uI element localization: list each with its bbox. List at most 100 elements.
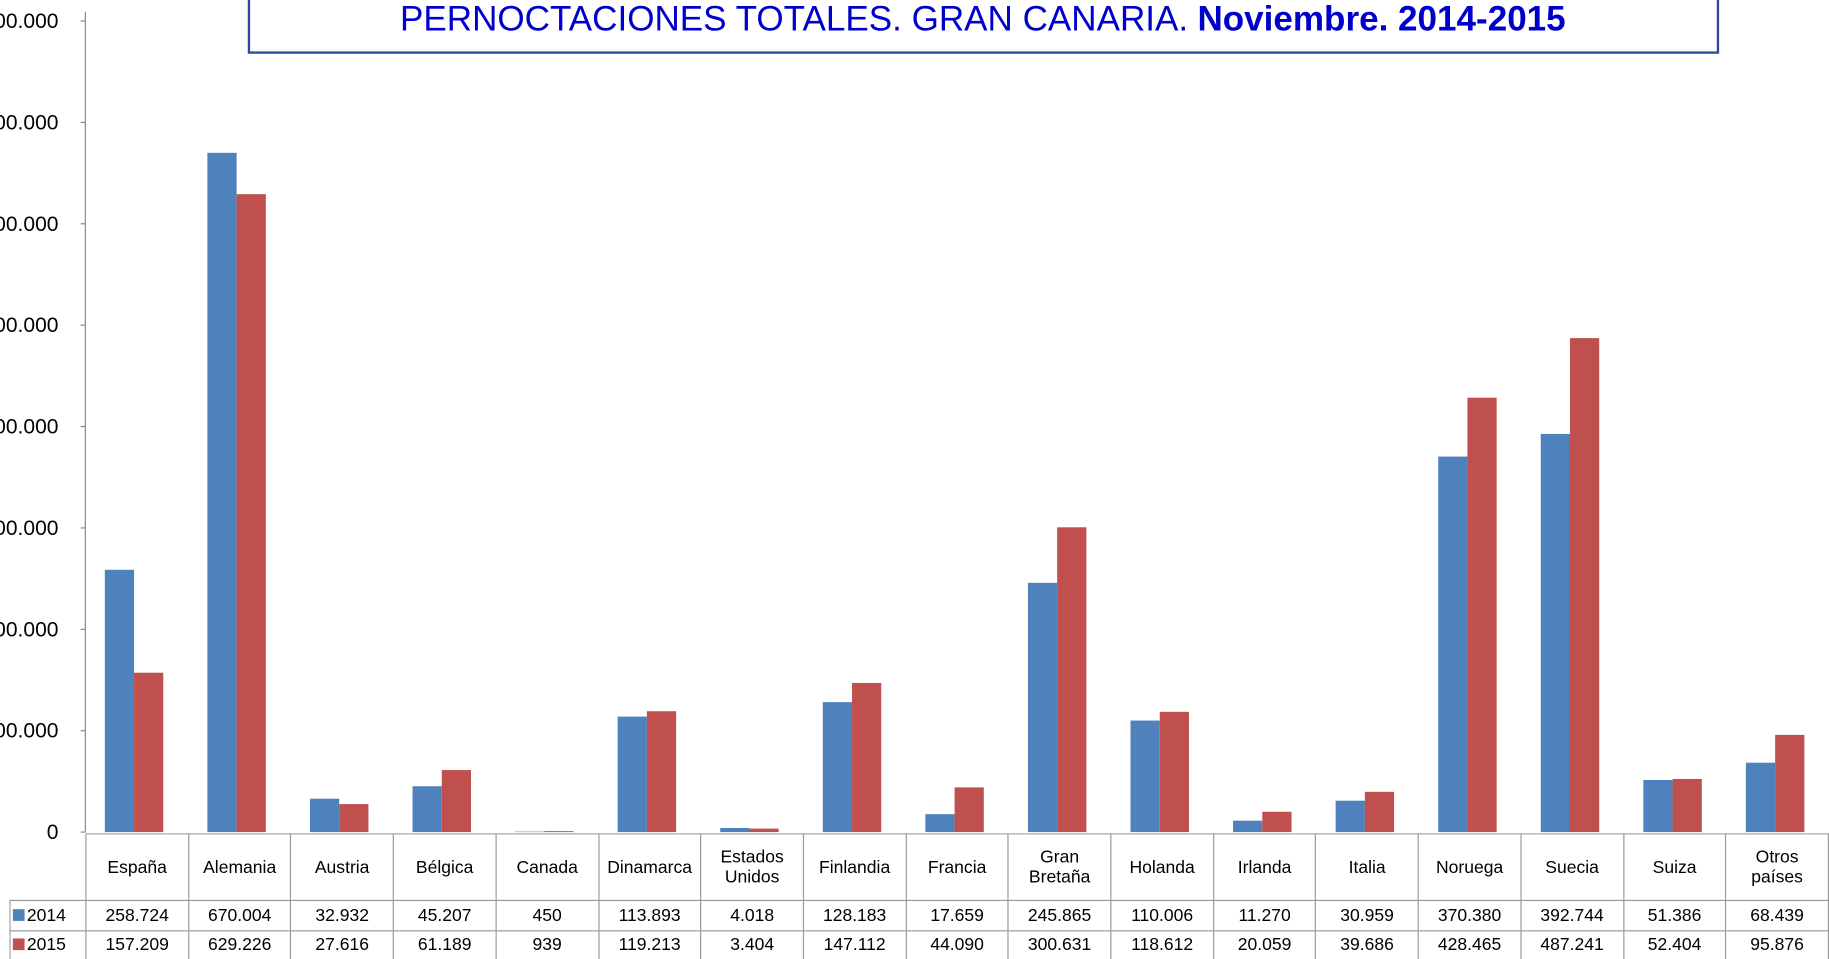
x-tick-label: Holanda	[1110, 833, 1214, 902]
bar	[720, 828, 750, 833]
bar	[1745, 762, 1776, 833]
value-label: 4.018	[700, 899, 804, 931]
value-label: 428.465	[1417, 929, 1522, 959]
value-label: 392.744	[1520, 899, 1624, 931]
y-tick-label: 300.000	[0, 517, 58, 540]
value-label: 245.865	[1007, 899, 1112, 931]
value-label: 30.959	[1315, 899, 1419, 931]
legend-cell: 2014	[9, 899, 87, 931]
value-label: 52.404	[1622, 929, 1727, 959]
x-tick-label: Dinamarca	[597, 833, 702, 902]
bar	[339, 804, 369, 833]
x-tick-label: Bélgica	[392, 833, 497, 902]
bar	[1130, 720, 1160, 833]
series-row: 2014 258.724 670.004 32.932 45.207 450 113.893…	[9, 899, 1829, 931]
value-label: 68.439	[1725, 899, 1829, 931]
x-tick-label: Otros países	[1725, 833, 1829, 902]
value-label: 147.112	[802, 929, 907, 959]
value-label: 118.612	[1110, 929, 1214, 959]
bar	[1335, 800, 1365, 833]
legend-swatch	[12, 908, 25, 921]
x-tick-label: Suecia	[1520, 833, 1624, 902]
bar	[309, 798, 340, 833]
bar	[1159, 711, 1189, 833]
x-tick-label: Irlanda	[1212, 833, 1317, 902]
bar	[1775, 734, 1805, 833]
x-tick-label: Austria	[290, 833, 394, 902]
value-label: 110.006	[1110, 899, 1214, 931]
bar	[822, 702, 853, 833]
bar	[134, 672, 164, 833]
bar	[1569, 338, 1600, 833]
bar	[1438, 456, 1468, 833]
bar	[1540, 433, 1570, 833]
bar	[1643, 779, 1673, 833]
x-tick-label: Suiza	[1622, 833, 1727, 902]
x-tick-label: Italia	[1315, 833, 1419, 902]
value-label: 61.189	[392, 929, 497, 959]
data-table-holder: España Alemania Austria Bélgica Canada Dinama…	[9, 833, 1829, 959]
bar	[1027, 582, 1058, 833]
value-label: 39.686	[1315, 929, 1419, 959]
bar	[646, 711, 677, 833]
value-label: 157.209	[85, 929, 189, 959]
bar	[1233, 820, 1263, 833]
legend-cell: 2015	[9, 929, 87, 959]
value-label: 258.724	[85, 899, 189, 931]
value-label: 32.932	[290, 899, 394, 931]
x-tick-label: Finlandia	[802, 833, 907, 902]
y-tick-label: 0	[47, 821, 59, 844]
bar	[1057, 527, 1087, 833]
title-text: PERNOCTACIONES TOTALES. GRAN CANARIA.	[400, 0, 1188, 38]
x-tick-label: España	[85, 833, 189, 902]
value-label: 51.386	[1622, 899, 1727, 931]
value-label: 119.213	[597, 929, 702, 959]
y-tick-label: 100.000	[0, 720, 58, 743]
value-label: 27.616	[290, 929, 394, 959]
x-tick-label: Canada	[495, 833, 599, 902]
x-tick-label: Gran Bretaña	[1007, 833, 1112, 902]
legend-swatch	[12, 938, 25, 951]
y-tick-label: 400.000	[0, 416, 58, 439]
value-label: 95.876	[1725, 929, 1829, 959]
value-label: 20.059	[1212, 929, 1317, 959]
bar	[207, 152, 237, 833]
x-tick-label: Estados Unidos	[700, 833, 804, 902]
legend-label: 2015	[26, 935, 66, 956]
x-tick-label: Francia	[905, 833, 1009, 902]
value-label: 113.893	[597, 899, 702, 931]
bar	[617, 716, 647, 833]
title-box	[247, 0, 1720, 54]
bar	[441, 770, 471, 833]
y-tick-label: 800.000	[0, 10, 58, 33]
value-label: 45.207	[392, 899, 497, 931]
y-tick-label: 700.000	[0, 111, 58, 134]
category-row: España Alemania Austria Bélgica Canada Dinama…	[9, 833, 1829, 902]
value-label: 128.183	[802, 899, 907, 931]
title-bold: Noviembre. 2014-2015	[1197, 0, 1565, 38]
value-label: 44.090	[905, 929, 1009, 959]
value-label: 670.004	[187, 899, 292, 931]
value-label: 300.631	[1007, 929, 1112, 959]
value-label: 370.380	[1417, 899, 1522, 931]
value-label: 629.226	[187, 929, 292, 959]
value-label: 11.270	[1212, 899, 1317, 931]
y-tick-label: 500.000	[0, 314, 58, 337]
bar	[412, 786, 442, 833]
bar	[1262, 811, 1292, 833]
value-label: 487.241	[1520, 929, 1624, 959]
bar	[852, 682, 882, 833]
bar	[954, 787, 984, 833]
bar	[1467, 397, 1497, 833]
value-label: 17.659	[905, 899, 1009, 931]
data-table: España Alemania Austria Bélgica Canada Dinama…	[9, 833, 1829, 959]
x-tick-label: Noruega	[1417, 833, 1522, 902]
value-label: 939	[495, 929, 599, 959]
y-tick-label: 600.000	[0, 213, 58, 236]
value-label: 450	[495, 899, 599, 931]
bar	[544, 831, 574, 833]
series-row: 2015 157.209 629.226 27.616 61.189 939 119.213…	[9, 929, 1829, 959]
y-tick-label: 200.000	[0, 618, 58, 641]
